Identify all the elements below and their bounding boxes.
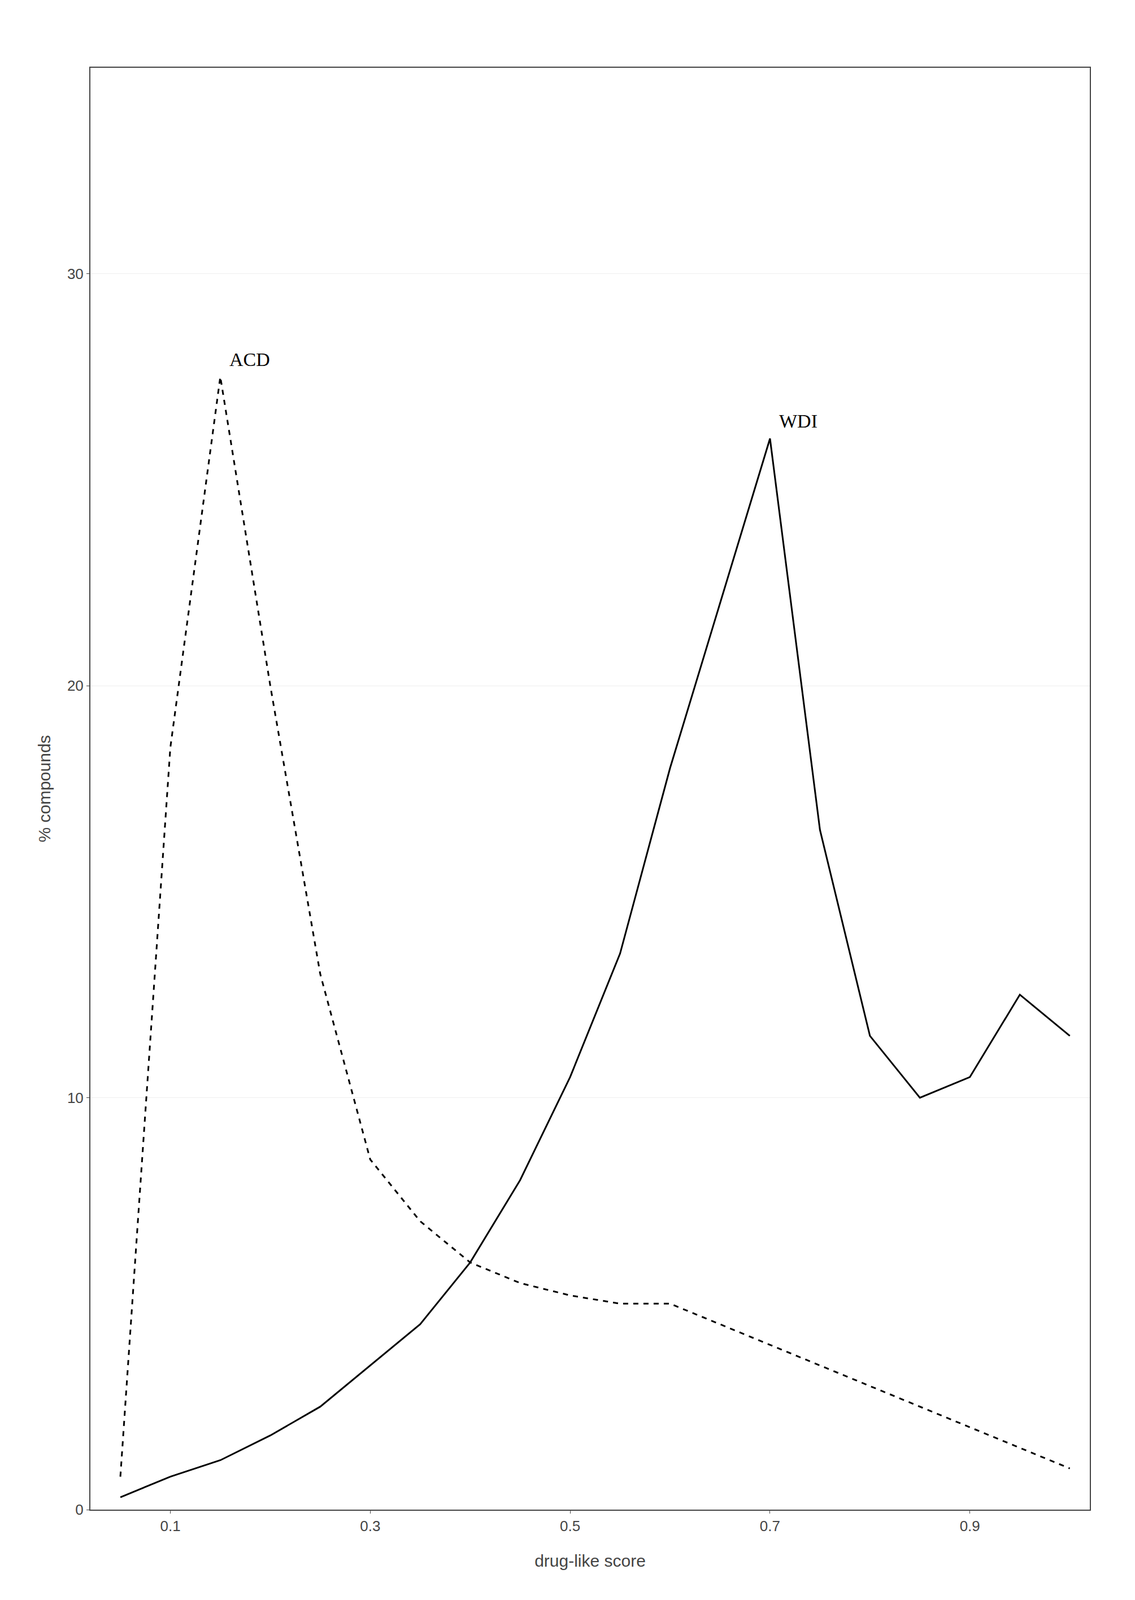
svg-text:0.7: 0.7 bbox=[759, 1518, 781, 1535]
svg-text:10: 10 bbox=[67, 1089, 84, 1107]
svg-text:0.1: 0.1 bbox=[159, 1518, 181, 1535]
svg-text:ACD: ACD bbox=[229, 349, 271, 371]
svg-text:0.9: 0.9 bbox=[959, 1518, 981, 1535]
svg-text:0.5: 0.5 bbox=[559, 1518, 581, 1535]
svg-text:20: 20 bbox=[67, 677, 84, 695]
svg-text:0.3: 0.3 bbox=[359, 1518, 381, 1535]
svg-text:30: 30 bbox=[67, 265, 84, 283]
svg-text:% compounds: % compounds bbox=[35, 735, 54, 843]
svg-text:WDI: WDI bbox=[779, 410, 818, 432]
svg-text:0: 0 bbox=[75, 1501, 84, 1519]
svg-text:drug-like score: drug-like score bbox=[534, 1551, 646, 1571]
